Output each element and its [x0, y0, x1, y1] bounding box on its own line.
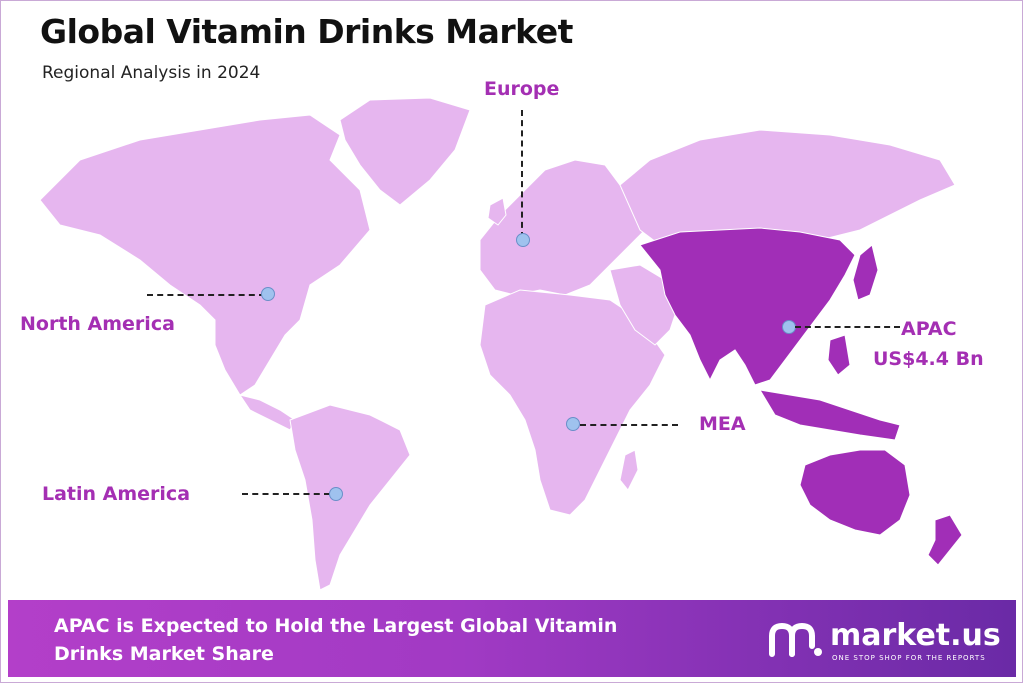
mea-marker: [566, 417, 580, 431]
logo-name: market.us: [830, 618, 1001, 653]
banner-headline: APAC is Expected to Hold the Largest Glo…: [54, 612, 734, 668]
greenland-shape: [339, 97, 471, 206]
label-apac-value: US$4.4 Bn: [873, 348, 984, 370]
north-america-marker: [261, 287, 275, 301]
philippines-shape: [827, 334, 851, 376]
label-europe: Europe: [484, 78, 560, 100]
apac-leader-line: [795, 326, 900, 328]
europe-leader-line: [521, 110, 523, 238]
banner-line-2: Drinks Market Share: [54, 643, 274, 665]
north-asia-shape: [619, 129, 956, 246]
japan-shape: [852, 244, 879, 301]
central-america-shape: [238, 394, 296, 431]
africa-shape: [479, 289, 666, 516]
new-zealand-shape: [927, 514, 963, 566]
madagascar-shape: [619, 449, 639, 491]
australia-shape: [799, 449, 911, 536]
uk-shape: [487, 197, 507, 226]
latin-america-leader-line: [242, 493, 330, 495]
bottom-banner: APAC is Expected to Hold the Largest Glo…: [8, 600, 1016, 677]
logo-tagline: ONE STOP SHOP FOR THE REPORTS: [832, 654, 986, 662]
south-america-shape: [289, 404, 411, 591]
europe-marker: [516, 233, 530, 247]
mea-leader-line: [580, 424, 678, 426]
north-america-shape: [39, 114, 371, 396]
label-north-america: North America: [20, 313, 175, 335]
north-america-leader-line: [147, 294, 265, 296]
label-apac: APAC: [901, 318, 957, 340]
marketus-logo-icon: [769, 622, 822, 657]
apac-marker: [782, 320, 796, 334]
page-title: Global Vitamin Drinks Market: [40, 12, 573, 51]
page-subtitle: Regional Analysis in 2024: [42, 63, 261, 83]
banner-line-1: APAC is Expected to Hold the Largest Glo…: [54, 615, 618, 637]
label-mea: MEA: [699, 413, 746, 435]
apac-mainland-shape: [639, 227, 856, 386]
sea-islands-shape: [759, 389, 901, 441]
marketus-logo: market.us ONE STOP SHOP FOR THE REPORTS: [766, 618, 1006, 664]
label-latin-america: Latin America: [42, 483, 191, 505]
latin-america-marker: [329, 487, 343, 501]
